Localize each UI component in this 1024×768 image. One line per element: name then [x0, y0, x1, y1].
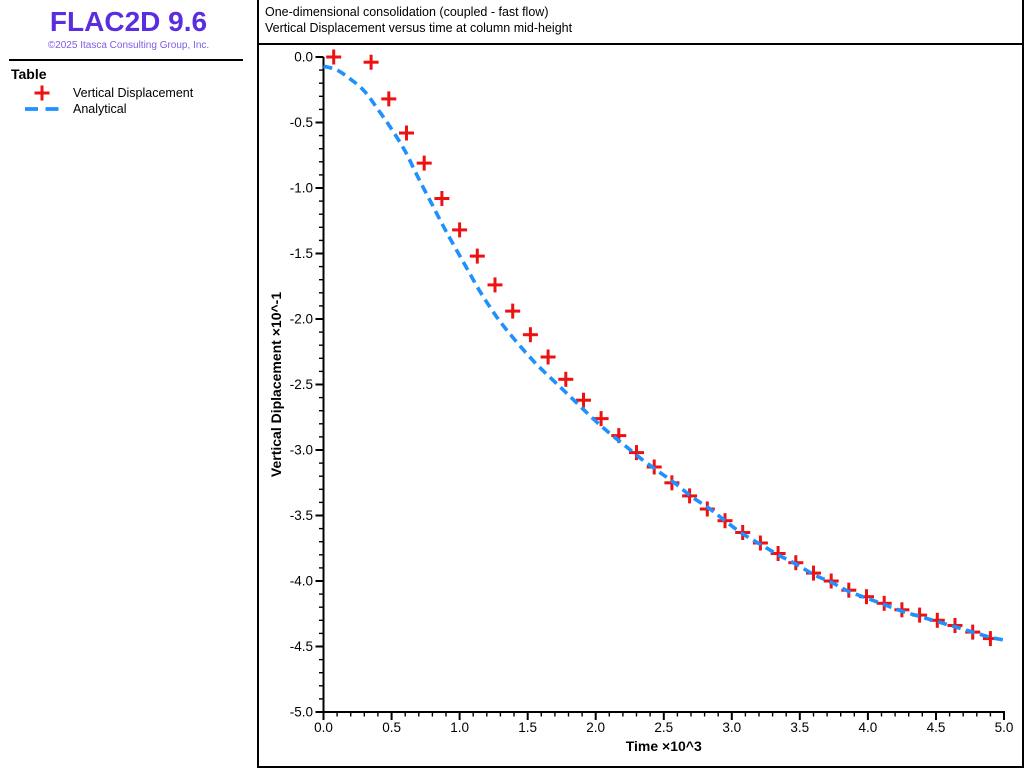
x-tick-label: 3.0 — [722, 720, 741, 735]
app-logo: FLAC2D 9.6 — [49, 6, 208, 37]
copyright-text: ©2025 Itasca Consulting Group, Inc. — [47, 40, 210, 51]
x-tick-label: 2.5 — [654, 720, 673, 735]
x-tick-label: 1.5 — [518, 720, 537, 735]
sidebar-divider — [257, 0, 259, 768]
minor-ticks — [319, 69, 992, 717]
x-axis-title: Time ×10^3 — [626, 738, 702, 754]
tick-labels: 0.0 0.5 1.0 1.5 2.0 2.5 3.0 3.5 4.0 4.5 5.0 0.0 -0.5… — [290, 50, 1014, 736]
sidebar-separator — [9, 59, 243, 61]
legend: Vertical Displacement Analytical — [11, 85, 251, 117]
y-tick-label: -5.0 — [290, 705, 313, 720]
x-tick-label: 4.0 — [859, 720, 878, 735]
y-tick-label: -1.5 — [290, 246, 313, 261]
legend-label: Vertical Displacement — [73, 86, 194, 100]
x-tick-label: 4.5 — [927, 720, 946, 735]
x-tick-label: 1.0 — [450, 720, 469, 735]
y-tick-label: -0.5 — [290, 115, 313, 130]
legend-section-title: Table — [11, 66, 47, 82]
y-tick-label: -2.5 — [290, 377, 313, 392]
y-tick-label: -3.0 — [290, 443, 313, 458]
sidebar: FLAC2D 9.6 ©2025 Itasca Consulting Group… — [0, 0, 257, 768]
x-tick-label: 5.0 — [995, 720, 1014, 735]
y-tick-label: -1.0 — [290, 181, 313, 196]
y-tick-label: -4.0 — [290, 574, 313, 589]
x-tick-label: 3.5 — [790, 720, 809, 735]
y-axis-title: Vertical Diplacement ×10^-1 — [268, 292, 284, 477]
legend-label: Analytical — [73, 102, 127, 116]
x-tick-label: 2.0 — [586, 720, 605, 735]
plot-title-line2: Vertical Displacement versus time at col… — [265, 21, 573, 35]
dashed-line-icon — [11, 106, 73, 112]
x-tick-label: 0.0 — [314, 720, 333, 735]
plus-marker-icon — [11, 85, 73, 101]
legend-item-analytical: Analytical — [11, 101, 251, 117]
y-tick-label: -2.0 — [290, 312, 313, 327]
y-tick-label: -4.5 — [290, 639, 313, 654]
legend-item-vertical-displacement: Vertical Displacement — [11, 85, 251, 101]
y-tick-label: 0.0 — [294, 50, 313, 65]
analytical-curve — [323, 64, 1005, 642]
y-tick-label: -3.5 — [290, 508, 313, 523]
plot-title-line1: One-dimensional consolidation (coupled -… — [265, 5, 549, 19]
x-tick-label: 0.5 — [382, 720, 401, 735]
plot-title-box: One-dimensional consolidation (coupled -… — [259, 0, 1022, 45]
displacement-markers — [326, 49, 998, 647]
axes — [315, 56, 1005, 720]
major-ticks — [315, 56, 1005, 720]
